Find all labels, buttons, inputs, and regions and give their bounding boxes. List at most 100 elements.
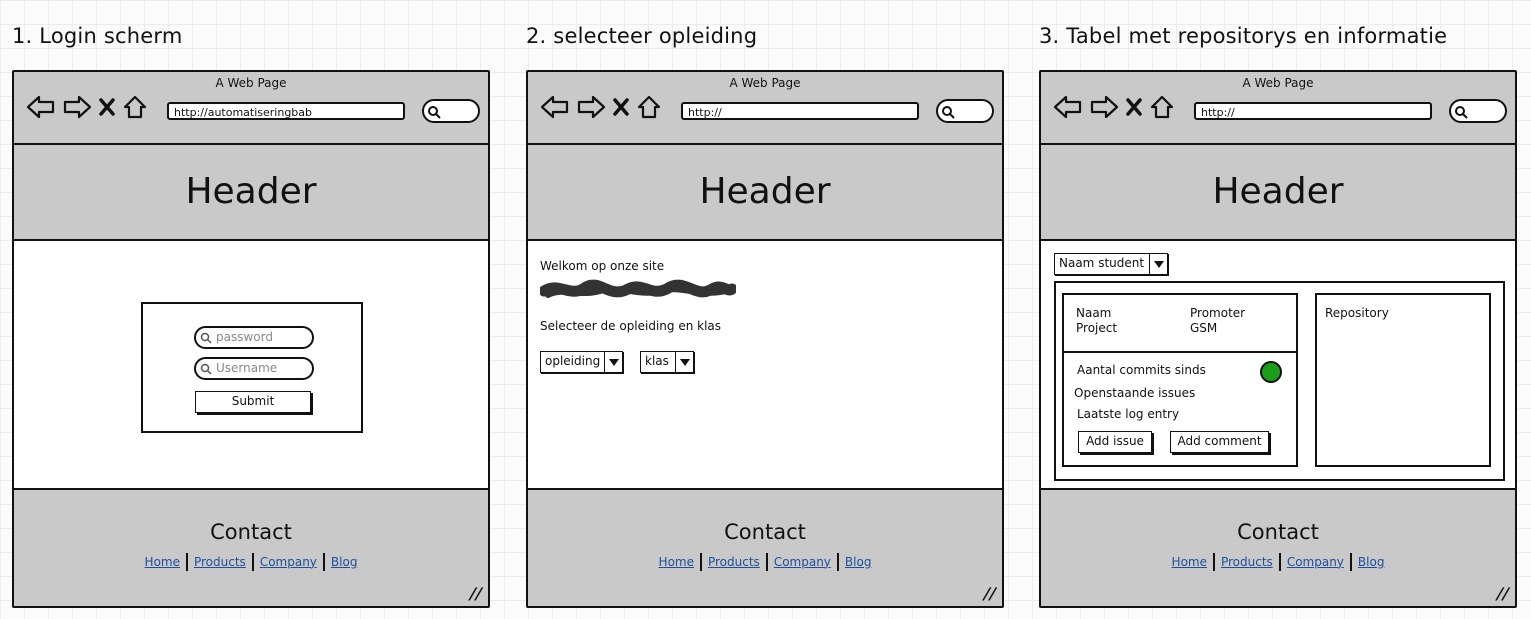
- add-issue-button[interactable]: Add issue: [1078, 431, 1152, 453]
- screen1-caption: 1. Login scherm: [12, 24, 183, 48]
- url-input[interactable]: http://: [681, 102, 919, 120]
- page-title: A Web Page: [729, 76, 801, 90]
- browser-window-select: A Web Page http:// Header Welkom op onze…: [526, 70, 1004, 608]
- link-company[interactable]: Company: [773, 554, 831, 569]
- screen3-caption: 3. Tabel met repositorys en informatie: [1039, 24, 1448, 48]
- contact-heading: Contact: [210, 520, 292, 544]
- browser-window-table: A Web Page http:// Header Naam student N…: [1039, 70, 1517, 608]
- link-home[interactable]: Home: [1171, 554, 1207, 569]
- repository-panel: Repository: [1315, 293, 1491, 467]
- klas-dropdown[interactable]: klas: [640, 351, 694, 373]
- link-blog[interactable]: Blog: [330, 554, 358, 569]
- opleiding-dropdown[interactable]: opleiding: [540, 351, 623, 373]
- url-input[interactable]: http://automatiseringbab: [167, 102, 405, 120]
- page-title: A Web Page: [215, 76, 287, 90]
- welcome-text: Welkom op onze site: [540, 259, 665, 273]
- content-area: Welkom op onze site Selecteer de opleidi…: [528, 241, 1002, 488]
- divider: [699, 553, 702, 571]
- link-blog[interactable]: Blog: [1357, 554, 1385, 569]
- password-field[interactable]: password: [194, 326, 314, 349]
- repository-label: Repository: [1325, 306, 1389, 320]
- link-products[interactable]: Products: [193, 554, 246, 569]
- chevron-down-icon: [604, 352, 622, 372]
- search-input[interactable]: [936, 99, 994, 123]
- footer: Contact Home Products Company Blog: [1041, 488, 1515, 584]
- log-label: Laatste log entry: [1077, 407, 1180, 421]
- status-bar: //: [1041, 582, 1515, 606]
- divider: [322, 553, 325, 571]
- link-blog[interactable]: Blog: [844, 554, 872, 569]
- divider: [1278, 553, 1281, 571]
- home-icon[interactable]: [636, 94, 662, 120]
- submit-button[interactable]: Submit: [195, 391, 311, 413]
- url-input[interactable]: http://: [1194, 102, 1432, 120]
- back-arrow-icon[interactable]: [1053, 95, 1083, 119]
- link-products[interactable]: Products: [707, 554, 760, 569]
- link-products[interactable]: Products: [1220, 554, 1273, 569]
- login-form: password Username Submit: [141, 302, 363, 433]
- link-home[interactable]: Home: [144, 554, 180, 569]
- footer: Contact Home Products Company Blog: [528, 488, 1002, 584]
- search-icon: [200, 332, 212, 344]
- stop-icon[interactable]: [1125, 95, 1143, 119]
- contact-heading: Contact: [1237, 520, 1319, 544]
- search-input[interactable]: [1449, 99, 1507, 123]
- select-instruction: Selecteer de opleiding en klas: [540, 319, 722, 333]
- add-comment-button[interactable]: Add comment: [1170, 431, 1269, 453]
- footer-links: Home Products Company Blog: [1041, 553, 1515, 571]
- password-placeholder: password: [216, 330, 273, 344]
- divider: [185, 553, 188, 571]
- link-home[interactable]: Home: [658, 554, 694, 569]
- back-arrow-icon[interactable]: [26, 95, 56, 119]
- search-icon: [1455, 106, 1468, 119]
- browser-window-login: A Web Page http://automatiseringbab Head…: [12, 70, 490, 608]
- divider: [251, 553, 254, 571]
- home-icon[interactable]: [122, 94, 148, 120]
- stop-icon[interactable]: [98, 95, 116, 119]
- username-placeholder: Username: [216, 361, 278, 375]
- divider: [1212, 553, 1215, 571]
- status-bar: //: [14, 582, 488, 606]
- search-icon: [942, 106, 955, 119]
- back-arrow-icon[interactable]: [540, 95, 570, 119]
- footer-links: Home Products Company Blog: [14, 553, 488, 571]
- student-dropdown[interactable]: Naam student: [1054, 253, 1168, 275]
- divider: [836, 553, 839, 571]
- opleiding-value: opleiding: [545, 354, 601, 368]
- info-panel: Naam Project Promoter GSM Aantal commits…: [1062, 293, 1298, 467]
- stop-icon[interactable]: [612, 95, 630, 119]
- forward-arrow-icon[interactable]: [576, 95, 606, 119]
- page-title: A Web Page: [1242, 76, 1314, 90]
- search-icon: [428, 106, 441, 119]
- info-header: Naam Project Promoter GSM: [1064, 295, 1296, 353]
- page-header: Header: [14, 145, 488, 241]
- chevron-down-icon: [675, 352, 693, 372]
- browser-chrome: A Web Page http://automatiseringbab: [14, 72, 488, 145]
- scribble-text-placeholder: [540, 279, 736, 298]
- resize-grip-icon[interactable]: //: [981, 584, 999, 603]
- link-company[interactable]: Company: [1286, 554, 1344, 569]
- content-area: password Username Submit: [14, 241, 488, 488]
- link-company[interactable]: Company: [259, 554, 317, 569]
- status-indicator: [1260, 361, 1282, 383]
- status-bar: //: [528, 582, 1002, 606]
- forward-arrow-icon[interactable]: [62, 95, 92, 119]
- page-header: Header: [1041, 145, 1515, 241]
- content-area: Naam student Naam Project Promoter GSM A…: [1041, 241, 1515, 488]
- promoter-label: Promoter: [1190, 306, 1246, 320]
- resize-grip-icon[interactable]: //: [1494, 584, 1512, 603]
- naam-label: Naam: [1076, 306, 1112, 320]
- browser-chrome: A Web Page http://: [1041, 72, 1515, 145]
- student-table: Naam Project Promoter GSM Aantal commits…: [1054, 281, 1505, 481]
- klas-value: klas: [645, 354, 669, 368]
- footer-links: Home Products Company Blog: [528, 553, 1002, 571]
- home-icon[interactable]: [1149, 94, 1175, 120]
- resize-grip-icon[interactable]: //: [467, 584, 485, 603]
- gsm-label: GSM: [1190, 321, 1218, 335]
- username-field[interactable]: Username: [194, 357, 314, 380]
- student-value: Naam student: [1059, 256, 1145, 270]
- search-input[interactable]: [422, 99, 480, 123]
- commits-label: Aantal commits sinds: [1077, 363, 1206, 377]
- forward-arrow-icon[interactable]: [1089, 95, 1119, 119]
- project-label: Project: [1076, 321, 1118, 335]
